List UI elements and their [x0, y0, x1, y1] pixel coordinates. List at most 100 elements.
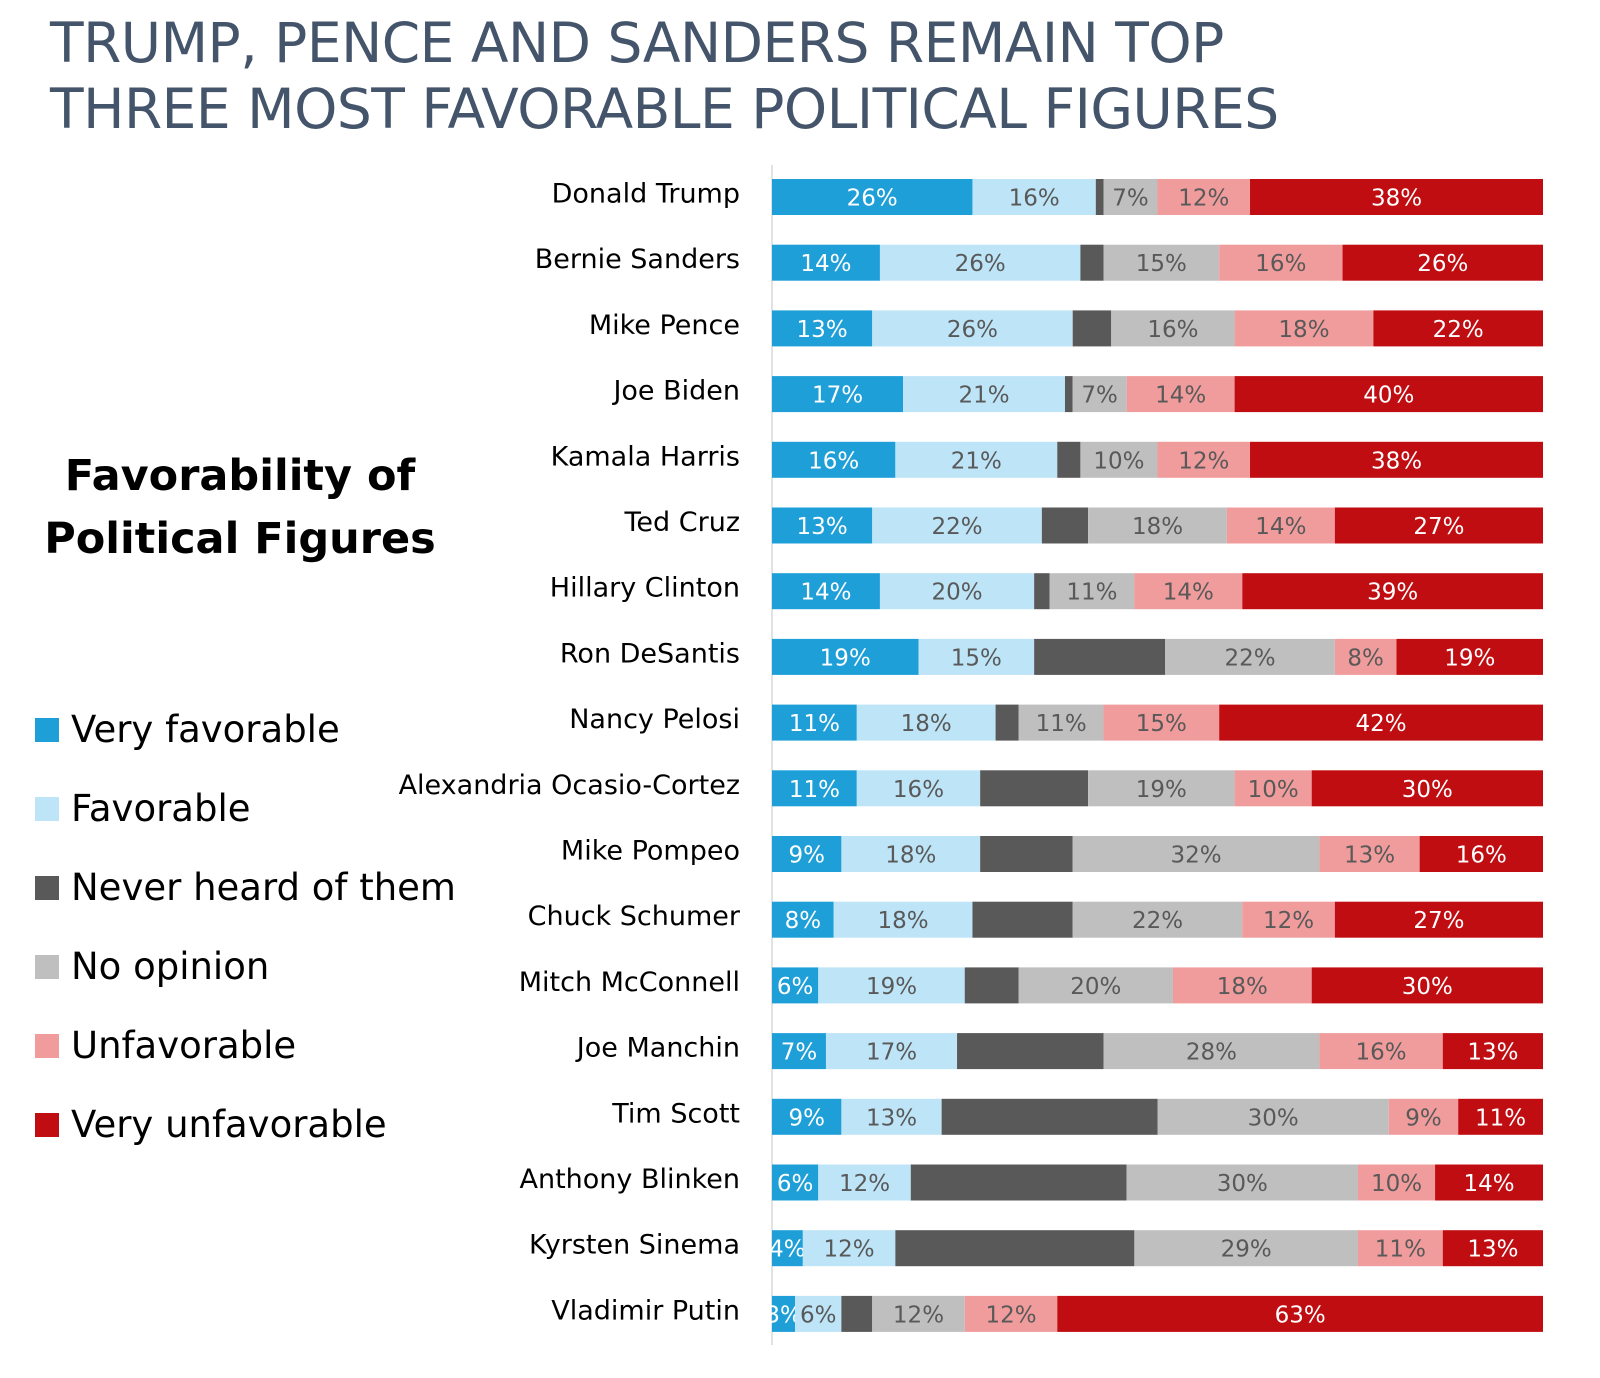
data-label: 16% [808, 448, 859, 474]
bar-segment [1157, 1098, 1389, 1135]
bar-segment [856, 704, 996, 741]
legend: Very favorable Favorable Never heard of th… [35, 690, 456, 1164]
data-label: 13% [866, 1105, 917, 1131]
bar-segment [1342, 244, 1543, 281]
legend-label: Very unfavorable [71, 1103, 387, 1146]
category-label: Donald Trump [552, 179, 740, 210]
category-label: Joe Biden [611, 376, 740, 407]
category-label: Alexandria Ocasio-Cortez [399, 770, 740, 801]
legend-item: Very unfavorable [35, 1085, 456, 1164]
data-label: 11% [1066, 580, 1117, 606]
title-line: THREE MOST FAVORABLE POLITICAL FIGURES [50, 77, 1279, 141]
data-label: 12% [893, 1302, 944, 1328]
data-label: 14% [1255, 514, 1306, 540]
data-label: 7% [1081, 383, 1118, 409]
bar-segment [1095, 179, 1104, 215]
bar-segment [1157, 441, 1251, 478]
data-label: 30% [1402, 974, 1453, 1000]
data-label: 39% [1367, 580, 1418, 606]
data-label: 13% [797, 514, 848, 540]
bar-segment [957, 1033, 1104, 1070]
bar-segment [772, 573, 880, 610]
bar-segment [772, 1230, 803, 1267]
bar-segment [1334, 901, 1543, 938]
bar-segment [995, 704, 1019, 741]
bar-segment [772, 638, 919, 675]
bar-segment [1126, 1164, 1358, 1201]
bar-segment [895, 1230, 1135, 1267]
chart-subtitle: Favorability of Political Figures [40, 445, 440, 571]
legend-swatch [35, 796, 59, 821]
bar-segment [1134, 573, 1243, 610]
data-label: 16% [1456, 843, 1507, 869]
legend-swatch [35, 1033, 59, 1058]
data-label: 11% [1036, 711, 1087, 737]
data-label: 22% [931, 514, 982, 540]
legend-label: No opinion [71, 945, 270, 988]
bar-segment [1034, 573, 1050, 610]
bar-segment [1319, 836, 1420, 872]
data-label: 13% [1467, 1237, 1518, 1263]
bar-segment [1419, 836, 1543, 872]
bar-segment [772, 179, 973, 215]
data-label: 26% [955, 251, 1006, 277]
bar-segment [1080, 244, 1104, 281]
data-label: 19% [866, 974, 917, 1000]
data-label: 38% [1371, 186, 1422, 212]
data-label: 26% [847, 186, 898, 212]
category-label: Hillary Clinton [550, 573, 740, 604]
data-label: 15% [1136, 711, 1187, 737]
bar-segment [1103, 704, 1220, 741]
bar-segment [1103, 179, 1158, 215]
bar-segment [1088, 770, 1235, 807]
bar-segment [841, 836, 981, 872]
bar-segment [772, 967, 819, 1004]
subtitle-line: Favorability of [64, 451, 416, 501]
bar-segment [795, 1295, 842, 1332]
data-label: 20% [1070, 974, 1121, 1000]
legend-label: Favorable [71, 787, 251, 830]
legend-swatch [35, 875, 59, 900]
data-label: 11% [789, 711, 840, 737]
data-label: 18% [885, 843, 936, 869]
data-label: 17% [866, 1040, 917, 1066]
bar-segment [772, 704, 857, 741]
bar-segment [1373, 310, 1543, 347]
data-label: 22% [1433, 317, 1484, 343]
bar-segment [964, 1295, 1058, 1332]
data-label: 27% [1413, 514, 1464, 540]
category-label: Chuck Schumer [528, 901, 741, 932]
bar-segment [1396, 638, 1543, 675]
bar-segment [1072, 836, 1320, 872]
data-label: 6% [777, 1171, 814, 1197]
bar-segment [772, 836, 842, 872]
data-label: 26% [947, 317, 998, 343]
bar-segment [1219, 704, 1543, 741]
bar-segment [818, 967, 965, 1004]
data-label: 29% [1221, 1237, 1272, 1263]
category-label: Joe Manchin [575, 1033, 740, 1064]
bar-segment [772, 1295, 796, 1332]
bar-segment [1334, 507, 1543, 544]
bar-segment [1057, 1295, 1543, 1332]
data-label: 26% [1417, 251, 1468, 277]
bar-segment [964, 967, 1019, 1004]
bar-segment [1057, 441, 1081, 478]
data-label: 4% [769, 1237, 806, 1263]
legend-swatch [35, 717, 59, 742]
subtitle-line: Political Figures [44, 514, 436, 564]
data-label: 17% [812, 383, 863, 409]
data-label: 16% [893, 777, 944, 803]
data-label: 19% [1444, 645, 1495, 671]
data-label: 8% [785, 908, 822, 934]
bar-segment [918, 638, 1035, 675]
bar-segment [1334, 638, 1397, 675]
data-label: 42% [1356, 711, 1407, 737]
data-label: 14% [800, 580, 851, 606]
bar-segment [772, 244, 880, 281]
data-label: 14% [1163, 580, 1214, 606]
bar-segment [1219, 244, 1343, 281]
bar-segment [1234, 376, 1543, 413]
bar-segment [1018, 967, 1173, 1004]
bar-segment [1234, 770, 1312, 807]
